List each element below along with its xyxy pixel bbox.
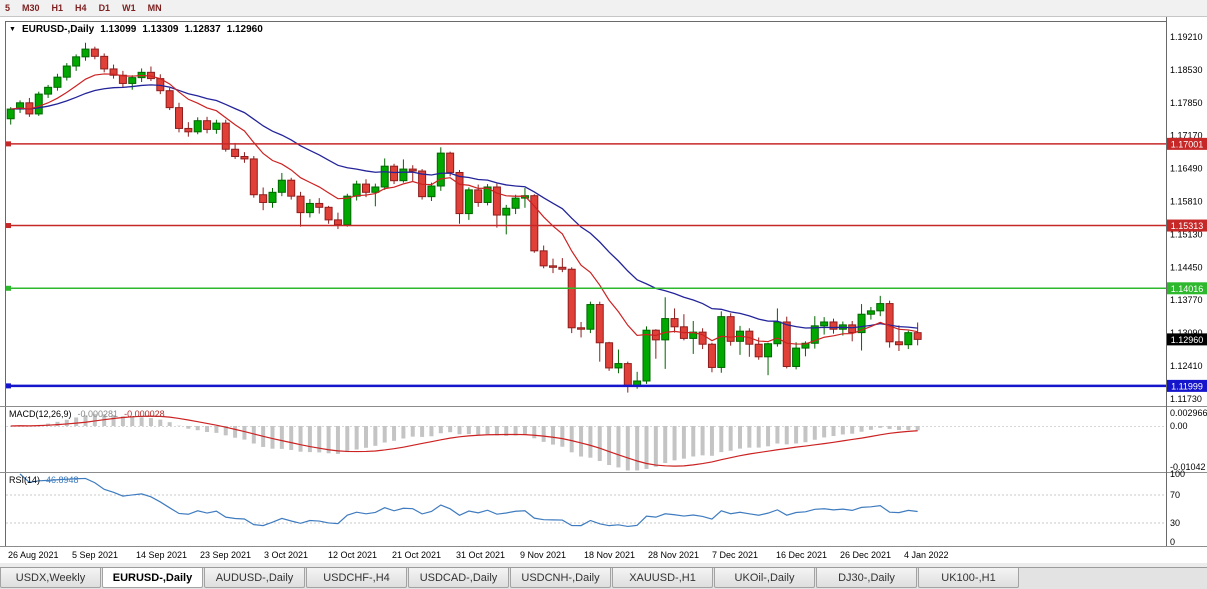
macd-axis: 0.002966 0.00 -0.01042 bbox=[1170, 408, 1207, 472]
chart-tab-usdchf-h4[interactable]: USDCHF-,H4 bbox=[306, 568, 407, 588]
symbol-dropdown-icon[interactable]: ▼ bbox=[9, 25, 16, 33]
rsi-axis: 100 70 30 0 bbox=[1170, 469, 1185, 547]
current-price-tag bbox=[1167, 333, 1207, 346]
rsi-indicator-label: RSI(14) 46.8948 bbox=[9, 475, 79, 485]
level-price-tag bbox=[1167, 282, 1207, 295]
timeframe-button-h4[interactable]: H4 bbox=[75, 3, 87, 13]
macd-indicator-label: MACD(12,26,9) -0.000281 -0.000028 bbox=[9, 409, 165, 419]
current-price-tag-label: 1.12960 bbox=[1171, 335, 1204, 345]
price-axis-label: 1.17170 bbox=[1170, 131, 1203, 141]
price-axis-label: 1.14450 bbox=[1170, 262, 1203, 272]
chart-symbol-label: EURUSD-,Daily bbox=[21, 24, 95, 35]
timeframe-button-w1[interactable]: W1 bbox=[122, 3, 136, 13]
rsi-name: RSI(14) bbox=[9, 475, 41, 485]
level-handle[interactable] bbox=[6, 141, 11, 147]
time-axis-label: 3 Oct 2021 bbox=[264, 550, 308, 560]
chart-tab-dj30-daily[interactable]: DJ30-,Daily bbox=[816, 568, 917, 588]
time-axis-label: 23 Sep 2021 bbox=[200, 550, 251, 560]
timeframe-button-m30[interactable]: M30 bbox=[22, 3, 40, 13]
macd-signal-value: -0.000028 bbox=[124, 409, 165, 419]
candlestick-series[interactable] bbox=[6, 42, 922, 393]
level-price-tag-label: 1.14016 bbox=[1171, 284, 1204, 294]
chart-tab-ukoil-daily[interactable]: UKOil-,Daily bbox=[714, 568, 815, 588]
price-axis-label: 1.15130 bbox=[1170, 229, 1203, 239]
ohlc-high: 1.13309 bbox=[142, 24, 179, 35]
level-price-tag-label: 1.11999 bbox=[1171, 381, 1203, 391]
rsi-axis-label: 30 bbox=[1170, 518, 1180, 528]
price-axis-label: 1.13770 bbox=[1170, 295, 1203, 305]
macd-axis-label: 0.002966 bbox=[1170, 408, 1207, 418]
chart-tab-usdcad-daily[interactable]: USDCAD-,Daily bbox=[408, 568, 509, 588]
level-handle[interactable] bbox=[6, 383, 11, 389]
macd-axis-label: 0.00 bbox=[1170, 421, 1188, 431]
price-axis-label: 1.18530 bbox=[1170, 65, 1203, 75]
time-axis-label: 18 Nov 2021 bbox=[584, 550, 635, 560]
time-axis-label: 12 Oct 2021 bbox=[328, 550, 377, 560]
chart-tab-usdx-weekly[interactable]: USDX,Weekly bbox=[0, 568, 101, 588]
time-axis-label: 7 Dec 2021 bbox=[712, 550, 758, 560]
price-axis-label: 1.19210 bbox=[1170, 32, 1203, 42]
price-axis-label: 1.13090 bbox=[1170, 328, 1203, 338]
timeframe-button-mn[interactable]: MN bbox=[147, 3, 162, 13]
time-axis-label: 21 Oct 2021 bbox=[392, 550, 441, 560]
timeframe-button-h1[interactable]: H1 bbox=[51, 3, 64, 13]
ohlc-close: 1.12960 bbox=[226, 24, 263, 35]
ohlc-low: 1.12837 bbox=[184, 24, 221, 35]
chart-tab-audusd-daily[interactable]: AUDUSD-,Daily bbox=[204, 568, 305, 588]
price-axis[interactable]: 1.19210 1.18530 1.17850 1.17170 1.16490 1.158… bbox=[1170, 32, 1203, 404]
time-axis-label: 9 Nov 2021 bbox=[520, 550, 566, 560]
price-axis-label: 1.11730 bbox=[1170, 394, 1202, 404]
time-axis-label: 31 Oct 2021 bbox=[456, 550, 505, 560]
timeframe-toolbar: 5 M30 H1 H4 D1 W1 MN bbox=[0, 0, 1207, 17]
timeframe-button-d1[interactable]: D1 bbox=[98, 3, 111, 13]
time-axis-label: 26 Dec 2021 bbox=[840, 550, 891, 560]
rsi-line[interactable] bbox=[19, 473, 918, 528]
ma-fast-line[interactable] bbox=[10, 73, 918, 345]
price-axis-label: 1.15810 bbox=[1170, 196, 1203, 206]
ohlc-open: 1.13099 bbox=[100, 24, 137, 35]
level-price-tag-label: 1.17001 bbox=[1171, 139, 1204, 149]
level-price-tag bbox=[1167, 219, 1207, 232]
rsi-axis-label: 70 bbox=[1170, 490, 1180, 500]
chart-frame bbox=[5, 21, 1167, 547]
time-axis-label: 16 Dec 2021 bbox=[776, 550, 827, 560]
level-handle[interactable] bbox=[6, 223, 11, 229]
timeframe-button-5[interactable]: 5 bbox=[5, 3, 11, 13]
macd-axis-label: -0.01042 bbox=[1170, 462, 1206, 472]
chart-tab-uk100-h1[interactable]: UK100-,H1 bbox=[918, 568, 1019, 588]
level-price-tag bbox=[1167, 379, 1207, 392]
level-handle[interactable] bbox=[6, 285, 11, 291]
time-axis-label: 4 Jan 2022 bbox=[904, 550, 949, 560]
time-axis-label: 5 Sep 2021 bbox=[72, 550, 118, 560]
price-axis-label: 1.12410 bbox=[1170, 361, 1203, 371]
chart-tab-eurusd-daily[interactable]: EURUSD-,Daily bbox=[102, 568, 203, 588]
chart-tab-bar: USDX,Weekly EURUSD-,Daily AUDUSD-,Daily USD… bbox=[0, 567, 1207, 589]
price-axis-label: 1.16490 bbox=[1170, 164, 1203, 174]
rsi-value: 46.8948 bbox=[46, 475, 79, 485]
chart-tab-usdcnh-daily[interactable]: USDCNH-,Daily bbox=[510, 568, 611, 588]
ma-slow-line[interactable] bbox=[10, 84, 918, 329]
macd-signal-line[interactable] bbox=[10, 415, 918, 467]
macd-name: MACD(12,26,9) bbox=[9, 409, 72, 419]
macd-main-value: -0.000281 bbox=[77, 409, 119, 419]
price-axis-label: 1.17850 bbox=[1170, 98, 1203, 108]
time-axis-label: 26 Aug 2021 bbox=[8, 550, 59, 560]
level-price-tag-label: 1.15313 bbox=[1171, 221, 1204, 231]
macd-histogram[interactable] bbox=[11, 414, 920, 471]
chart-title: ▼ EURUSD-,Daily 1.13099 1.13309 1.12837 … bbox=[9, 24, 263, 35]
time-axis-label: 28 Nov 2021 bbox=[648, 550, 699, 560]
level-price-tag bbox=[1167, 137, 1207, 150]
time-axis[interactable]: 26 Aug 2021 5 Sep 2021 14 Sep 2021 23 Sep 2… bbox=[8, 550, 949, 560]
time-axis-label: 14 Sep 2021 bbox=[136, 550, 187, 560]
chart-tab-xauusd-h1[interactable]: XAUUSD-,H1 bbox=[612, 568, 713, 588]
rsi-axis-label: 0 bbox=[1170, 537, 1175, 547]
rsi-axis-label: 100 bbox=[1170, 469, 1185, 479]
